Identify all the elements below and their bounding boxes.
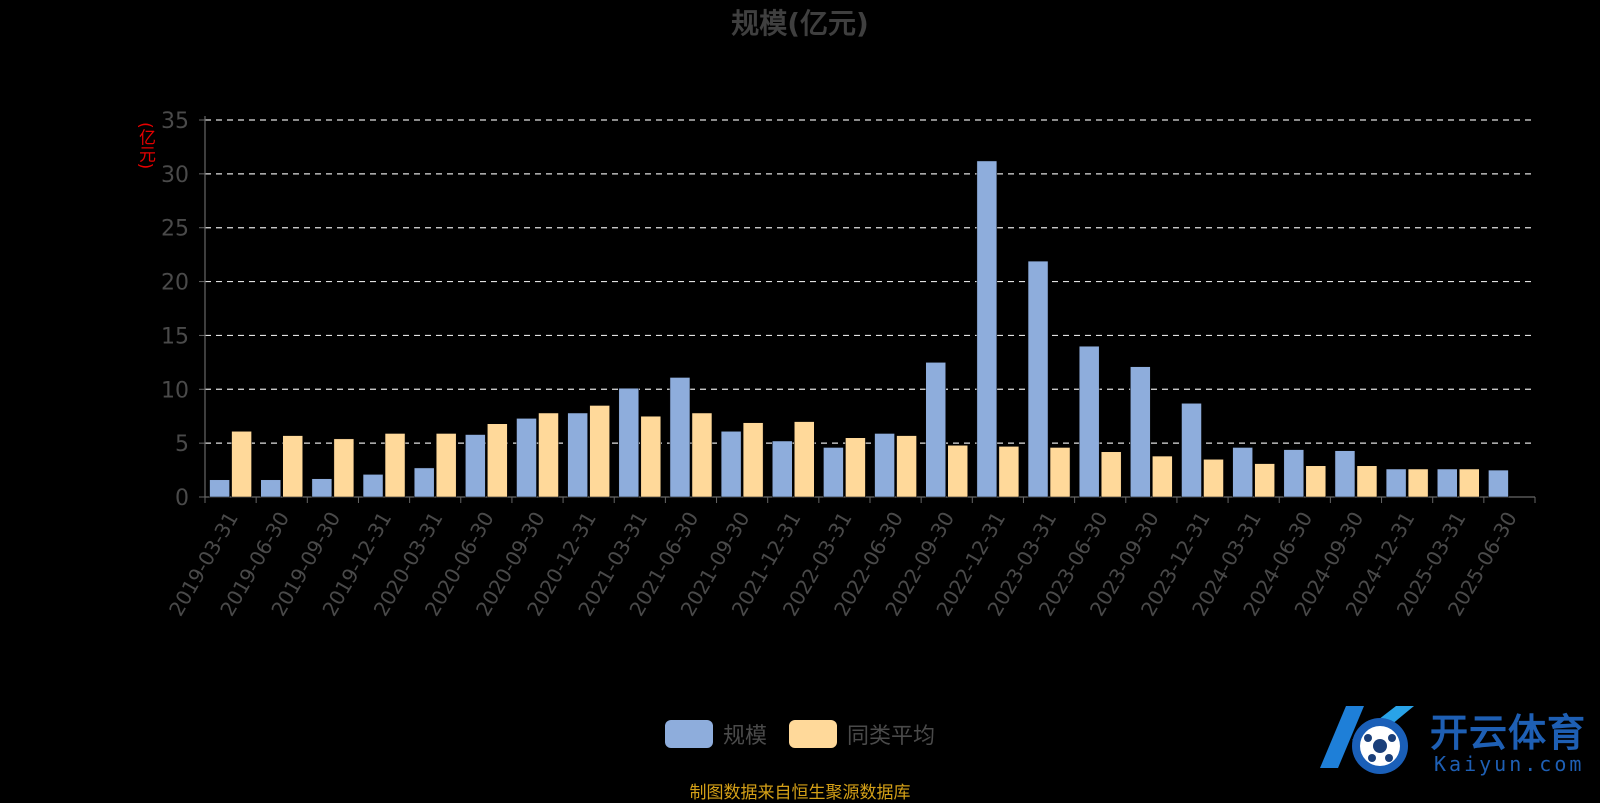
bar-scale — [1385, 468, 1407, 498]
bar-scale — [1130, 366, 1151, 498]
legend: 规模 同类平均 — [0, 718, 1600, 750]
bar-average — [845, 437, 866, 498]
bar-chart-plot: 051015202530352019-03-312019-06-302019-0… — [161, 109, 1536, 620]
bar-average — [1152, 455, 1173, 498]
bar-scale — [465, 434, 486, 498]
bar-scale — [772, 440, 793, 498]
y-tick-label: 35 — [161, 109, 189, 134]
bar-average — [1203, 459, 1224, 498]
logo-name-en: Kaiyun.com — [1434, 752, 1585, 776]
y-tick-label: 0 — [175, 486, 189, 511]
y-tick-label: 10 — [161, 378, 189, 403]
bar-average — [1459, 468, 1480, 498]
data-source-note: 制图数据来自恒生聚源数据库 — [689, 783, 911, 803]
bar-scale — [567, 412, 588, 498]
bar-average — [1407, 468, 1429, 498]
bar-average — [435, 433, 457, 498]
legend-swatch-average — [789, 720, 837, 748]
tick-labels: 051015202530352019-03-312019-06-302019-0… — [161, 109, 1522, 620]
bar-scale — [1437, 468, 1458, 498]
bar-scale — [925, 362, 946, 498]
y-tick-label: 20 — [161, 271, 189, 296]
bar-average — [742, 422, 764, 498]
bar-average — [333, 438, 355, 498]
bar-average — [1356, 465, 1378, 498]
bar-scale — [1027, 260, 1049, 498]
bar-scale — [823, 447, 844, 498]
bar-average — [282, 435, 303, 498]
bar-average — [998, 446, 1020, 498]
bar-average — [691, 412, 713, 498]
grid-lines — [205, 119, 1535, 444]
bar-scale — [1334, 450, 1356, 498]
bar-average — [231, 431, 252, 498]
y-tick-label: 30 — [161, 163, 189, 188]
chart-title: 规模(亿元) — [731, 7, 869, 40]
legend-item-average[interactable]: 同类平均 — [789, 718, 935, 750]
bar-average — [487, 423, 508, 498]
bar-scale — [1078, 345, 1100, 498]
bar-scale — [1283, 449, 1305, 498]
bar-average — [384, 433, 406, 498]
bar-scale — [1232, 447, 1253, 498]
bar-scale — [874, 433, 895, 498]
bar-average — [794, 421, 815, 498]
bar-scale — [1488, 469, 1509, 498]
bar-average — [896, 435, 917, 498]
bar-average — [1305, 465, 1327, 498]
bar-average — [947, 445, 968, 498]
legend-label-average: 同类平均 — [847, 724, 936, 749]
bar-average — [1049, 447, 1071, 498]
y-tick-label: 15 — [161, 324, 189, 349]
bar-scale — [413, 467, 435, 498]
bar-scale — [618, 387, 640, 498]
bar-average — [1254, 463, 1275, 498]
bar-scale — [720, 431, 742, 498]
bar-scale — [311, 478, 333, 498]
y-tick-label: 25 — [161, 217, 189, 242]
kaiyun-logo-icon — [1320, 706, 1414, 774]
legend-swatch-scale — [664, 720, 713, 748]
legend-item-scale[interactable]: 规模 — [664, 718, 767, 750]
y-axis-unit-label: (亿元) — [135, 122, 155, 170]
bar-average — [640, 415, 662, 498]
y-tick-label: 5 — [175, 432, 189, 457]
bar-average — [1100, 451, 1122, 498]
bar-scale — [516, 418, 537, 498]
legend-label-scale: 规模 — [722, 724, 767, 749]
bar-scale — [976, 160, 998, 498]
bar-average — [589, 405, 610, 498]
brand-logo[interactable]: 开云体育 Kaiyun.com — [1312, 698, 1592, 782]
bar-scale — [362, 474, 384, 498]
bar-scale — [669, 377, 691, 498]
bar-scale — [260, 479, 281, 498]
bars — [209, 160, 1509, 498]
bar-scale — [209, 479, 230, 498]
bar-scale — [1181, 403, 1202, 498]
bar-average — [538, 412, 559, 498]
logo-name-cn: 开云体育 — [1430, 711, 1587, 755]
